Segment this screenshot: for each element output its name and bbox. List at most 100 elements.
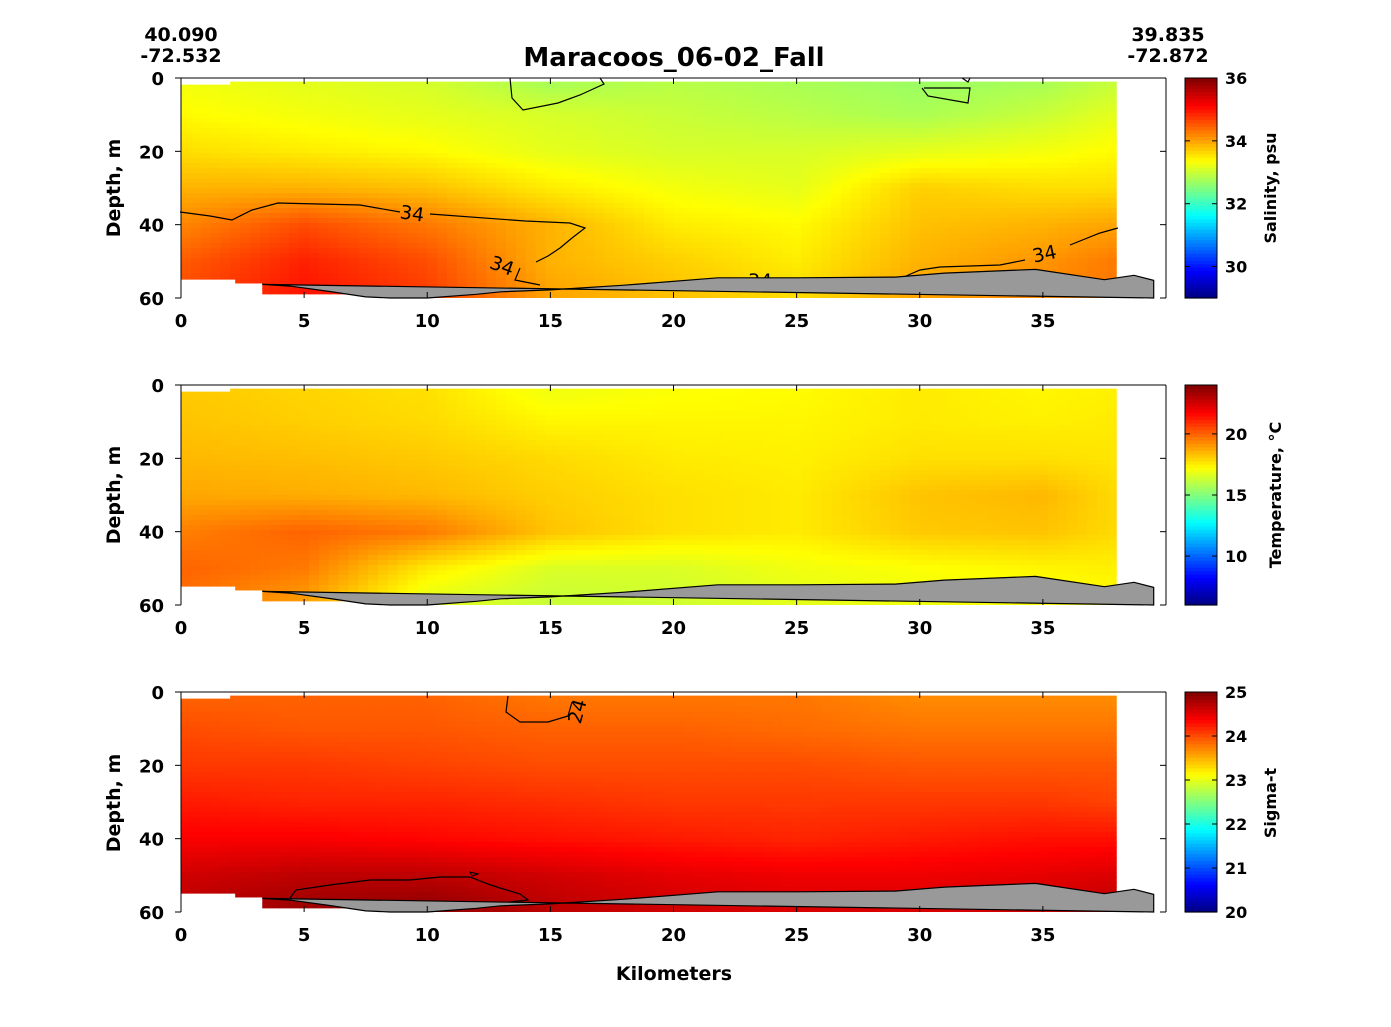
- field-cell: [437, 218, 448, 224]
- field-cell: [368, 113, 379, 119]
- field-cell: [840, 203, 852, 209]
- field-cell: [328, 400, 340, 406]
- field-cell: [200, 395, 212, 401]
- field-cell: [279, 258, 290, 264]
- field-cell: [456, 163, 468, 169]
- field-cell: [230, 470, 241, 476]
- field-cell: [190, 118, 202, 124]
- field-cell: [506, 268, 517, 274]
- field-cell: [811, 98, 822, 104]
- colorbar-segment: [1185, 150, 1217, 155]
- field-cell: [437, 88, 448, 94]
- field-cell: [575, 98, 586, 104]
- field-cell: [801, 228, 812, 234]
- field-cell: [673, 173, 684, 179]
- field-cell: [1087, 213, 1098, 219]
- field-cell: [624, 288, 635, 294]
- field-cell: [998, 193, 1009, 199]
- field-cell: [939, 168, 950, 174]
- field-cell: [772, 223, 783, 229]
- field-cell: [378, 263, 389, 269]
- field-cell: [249, 530, 261, 536]
- field-cell: [594, 258, 606, 264]
- field-cell: [249, 430, 261, 436]
- field-cell: [289, 420, 300, 426]
- field-cell: [407, 83, 418, 89]
- field-cell: [289, 500, 300, 506]
- field-cell: [407, 198, 418, 204]
- field-cell: [663, 118, 675, 124]
- field-cell: [850, 203, 862, 209]
- field-cell: [220, 203, 231, 209]
- field-cell: [929, 113, 941, 119]
- field-cell: [929, 108, 941, 114]
- field-cell: [624, 88, 635, 94]
- field-cell: [870, 188, 881, 194]
- field-cell: [673, 243, 684, 249]
- field-cell: [919, 108, 931, 114]
- field-cell: [1057, 103, 1069, 109]
- field-cell: [939, 213, 950, 219]
- field-cell: [929, 263, 941, 269]
- field-cell: [594, 238, 606, 244]
- field-cell: [220, 480, 231, 486]
- field-cell: [210, 183, 221, 189]
- field-cell: [309, 395, 320, 401]
- field-cells: [181, 388, 1117, 605]
- field-cell: [299, 153, 310, 159]
- field-cell: [486, 123, 497, 129]
- field-cell: [1008, 253, 1019, 259]
- field-cell: [456, 173, 468, 179]
- field-cell: [762, 93, 773, 99]
- field-cell: [318, 560, 330, 566]
- field-cell: [279, 540, 290, 546]
- field-cell: [387, 173, 399, 179]
- field-cell: [299, 128, 310, 134]
- salinity-contour-fresh-3: [961, 77, 971, 83]
- field-cell: [328, 193, 340, 199]
- field-cell: [230, 565, 241, 571]
- field-cell: [840, 183, 852, 189]
- field-cell: [653, 263, 665, 269]
- field-cell: [900, 83, 911, 89]
- field-cell: [309, 520, 320, 526]
- field-cell: [565, 128, 576, 134]
- field-cell: [309, 505, 320, 511]
- field-cell: [289, 133, 300, 139]
- field-cell: [378, 178, 389, 184]
- field-cell: [200, 248, 212, 254]
- field-cell: [634, 163, 645, 169]
- field-cell: [328, 108, 340, 114]
- field-cell: [1077, 198, 1088, 204]
- field-cell: [338, 223, 350, 229]
- field-cell: [269, 580, 281, 586]
- field-cell: [880, 268, 891, 274]
- field-cell: [1047, 88, 1059, 94]
- field-cell: [909, 113, 921, 119]
- field-cell: [427, 143, 438, 149]
- field-cell: [535, 103, 547, 109]
- field-cell: [496, 163, 507, 169]
- field-cell: [762, 163, 773, 169]
- field-cell: [545, 228, 556, 234]
- field-cell: [1047, 213, 1059, 219]
- field-cell: [781, 93, 793, 99]
- field-cell: [466, 143, 478, 149]
- field-cell: [259, 395, 271, 401]
- field-cell: [1097, 148, 1108, 154]
- field-cell: [545, 98, 556, 104]
- field-cell: [259, 263, 271, 269]
- field-cell: [437, 283, 448, 289]
- field-cell: [772, 123, 783, 129]
- field-cell: [259, 495, 271, 501]
- colorbar-segment: [1185, 287, 1217, 292]
- field-cell: [712, 213, 724, 219]
- field-cell: [200, 228, 212, 234]
- field-cell: [969, 133, 980, 139]
- field-cell: [565, 81, 576, 84]
- field-cell: [318, 415, 330, 421]
- field-cell: [850, 268, 862, 274]
- field-cell: [407, 158, 418, 164]
- field-cell: [643, 138, 655, 144]
- field-cell: [446, 223, 458, 229]
